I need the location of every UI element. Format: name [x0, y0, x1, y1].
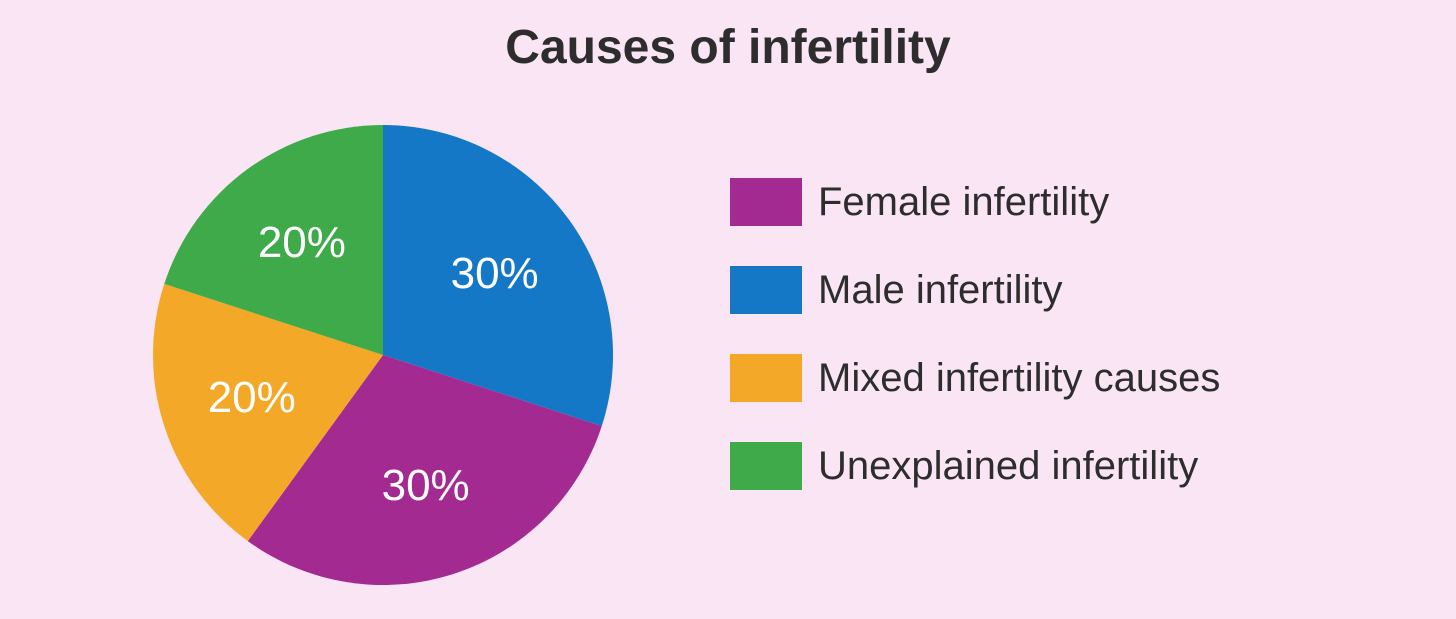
- pie-slice-label: 20%: [208, 373, 296, 423]
- legend-item: Female infertility: [730, 178, 1220, 226]
- legend-label: Unexplained infertility: [818, 444, 1198, 489]
- legend-item: Mixed infertility causes: [730, 354, 1220, 402]
- legend-swatch: [730, 266, 802, 314]
- legend-label: Mixed infertility causes: [818, 356, 1220, 401]
- pie-slice-label: 30%: [382, 461, 470, 511]
- pie-slice-label: 30%: [451, 249, 539, 299]
- pie-slice-label: 20%: [258, 218, 346, 268]
- chart-title: Causes of infertility: [0, 20, 1456, 75]
- legend-swatch: [730, 178, 802, 226]
- legend: Female infertility Male infertility Mixed …: [730, 178, 1220, 490]
- legend-swatch: [730, 354, 802, 402]
- legend-label: Male infertility: [818, 268, 1063, 313]
- legend-item: Unexplained infertility: [730, 442, 1220, 490]
- legend-label: Female infertility: [818, 180, 1109, 225]
- legend-swatch: [730, 442, 802, 490]
- pie-chart: 30% 30% 20% 20%: [153, 125, 613, 585]
- legend-item: Male infertility: [730, 266, 1220, 314]
- chart-canvas: Causes of infertility 30% 30% 20% 20% Femal…: [0, 0, 1456, 619]
